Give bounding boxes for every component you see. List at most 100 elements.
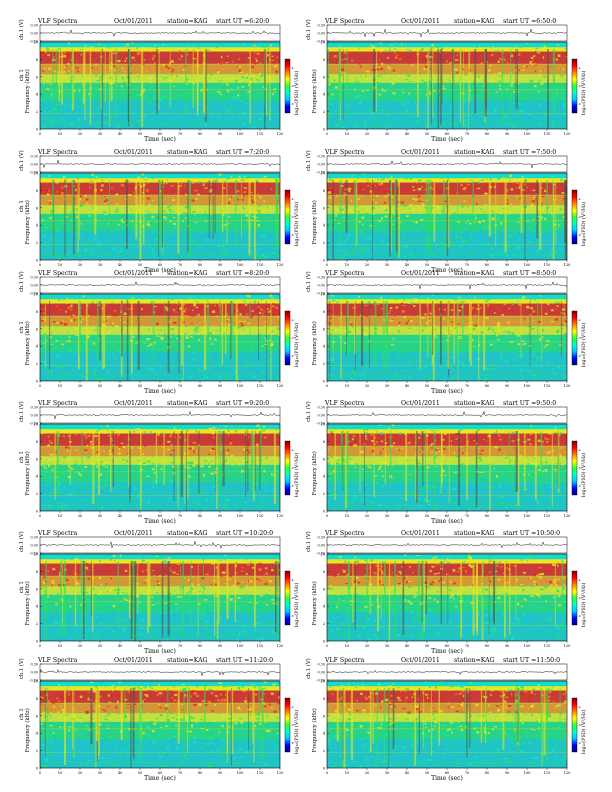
- time-tick-label: 80: [485, 263, 490, 267]
- panel-date: Oct/01/2011: [401, 270, 440, 277]
- time-axis-label: Time (sec): [144, 388, 176, 395]
- colorbar-tick-label: -4: [578, 197, 581, 201]
- colorbar-tick-label: -6: [578, 596, 581, 600]
- time-tick-label: 80: [198, 132, 203, 136]
- time-tick-label: 20: [78, 263, 83, 267]
- colorbar: [571, 189, 578, 245]
- time-tick-label: 100: [237, 514, 245, 518]
- freq-tick-label: 2: [323, 622, 325, 626]
- time-tick-label: 70: [465, 771, 470, 775]
- time-tick-label: 20: [365, 384, 370, 388]
- time-tick-label: 40: [405, 514, 410, 518]
- colorbar-tick-label: -4: [578, 578, 581, 582]
- freq-tick-label: 0: [323, 380, 326, 384]
- colorbar-tick-label: -8: [578, 484, 581, 488]
- waveform-tick-label: 0.00: [30, 671, 38, 675]
- colorbar: [571, 58, 578, 114]
- time-tick-label: 90: [218, 514, 223, 518]
- colorbar-tick-label: -4: [291, 578, 294, 582]
- colorbar-tick-label: -6: [291, 84, 294, 88]
- freq-axis-label: Frequency (kHz): [311, 321, 318, 365]
- time-tick-label: 10: [58, 132, 63, 136]
- time-axis-label: Time (sec): [431, 518, 463, 525]
- time-tick-label: 0: [39, 644, 42, 648]
- time-axis-label: Time (sec): [144, 267, 176, 274]
- waveform-tick-label: 0.30: [317, 536, 325, 540]
- freq-tick-label: 4: [323, 345, 326, 349]
- time-tick-label: 80: [485, 644, 490, 648]
- time-tick-label: 40: [118, 644, 123, 648]
- time-tick-label: 90: [218, 263, 223, 267]
- panel-title: VLF Spectra: [324, 530, 365, 537]
- freq-tick-label: 8: [36, 440, 39, 444]
- freq-tick-label: 6: [323, 327, 326, 331]
- spectrogram: [327, 424, 567, 511]
- time-tick-label: 30: [98, 384, 103, 388]
- colorbar: [284, 697, 291, 753]
- freq-tick-label: 2: [36, 622, 38, 626]
- spectrogram: [327, 554, 567, 641]
- colorbar-tick-label: -4: [291, 705, 294, 709]
- time-tick-label: 10: [345, 132, 350, 136]
- waveform-tick-label: 0.00: [317, 163, 325, 167]
- panel-title: VLF Spectra: [37, 657, 78, 664]
- waveform-tick-label: 0.30: [317, 155, 325, 159]
- time-tick-label: 20: [365, 771, 370, 775]
- colorbar-label: log₁₀(PSD) (V²/Hz): [293, 201, 300, 246]
- time-tick-label: 110: [544, 514, 552, 518]
- panel-start-time: start UT =11:20:0: [216, 657, 273, 664]
- time-tick-label: 40: [118, 263, 123, 267]
- time-tick-label: 0: [39, 132, 42, 136]
- colorbar-tick-label: -6: [578, 84, 581, 88]
- time-tick-label: 20: [365, 263, 370, 267]
- freq-tick-label: 8: [323, 189, 326, 193]
- waveform-axis-label: ch.1 (V): [18, 19, 25, 40]
- spectra-panel: VLF Spectra Oct/01/2011 station=KAG start U…: [18, 270, 300, 395]
- spectra-panel: VLF Spectra Oct/01/2011 station=KAG start U…: [18, 530, 300, 655]
- waveform-axis-label: ch.1 (V): [18, 658, 25, 679]
- waveform-frame: [326, 406, 568, 424]
- time-tick-label: 110: [544, 132, 552, 136]
- freq-tick-label: 10: [33, 680, 38, 684]
- waveform-axis-label: ch.1 (V): [305, 401, 312, 422]
- time-tick-label: 70: [465, 644, 470, 648]
- time-tick-label: 80: [198, 644, 203, 648]
- time-tick-label: 30: [98, 514, 103, 518]
- colorbar: [571, 310, 578, 366]
- freq-tick-label: 0: [36, 510, 39, 514]
- time-tick-label: 30: [385, 644, 390, 648]
- time-tick-label: 110: [257, 514, 265, 518]
- time-tick-label: 50: [138, 514, 143, 518]
- waveform-trace: [39, 669, 281, 677]
- freq-tick-label: 4: [323, 475, 326, 479]
- freq-tick-label: 6: [36, 714, 39, 718]
- time-tick-label: 100: [237, 132, 245, 136]
- time-tick-label: 100: [524, 514, 532, 518]
- panel-station: station=KAG: [454, 530, 495, 537]
- time-tick-label: 30: [385, 514, 390, 518]
- panel-station: station=KAG: [167, 400, 208, 407]
- panel-start-time: start UT =6:20:0: [216, 18, 269, 25]
- colorbar-tick-label: -6: [291, 466, 294, 470]
- panel-date: Oct/01/2011: [114, 400, 153, 407]
- time-tick-label: 0: [326, 263, 329, 267]
- time-tick-label: 80: [485, 514, 490, 518]
- time-tick-label: 100: [237, 644, 245, 648]
- freq-tick-label: 2: [323, 492, 325, 496]
- panel-title: VLF Spectra: [324, 400, 365, 407]
- waveform-tick-label: -0.30: [29, 292, 38, 296]
- spectrogram: [327, 294, 567, 381]
- waveform-trace: [326, 410, 568, 418]
- freq-tick-label: 2: [323, 241, 325, 245]
- colorbar-tick-label: -4: [291, 66, 294, 70]
- time-tick-label: 0: [326, 644, 329, 648]
- waveform-tick-label: -0.30: [316, 171, 325, 175]
- spectra-panel: VLF Spectra Oct/01/2011 station=KAG start U…: [18, 18, 300, 143]
- time-tick-label: 120: [564, 644, 572, 648]
- time-tick-label: 40: [405, 771, 410, 775]
- panel-date: Oct/01/2011: [114, 270, 153, 277]
- time-tick-label: 90: [505, 644, 510, 648]
- time-tick-label: 100: [524, 644, 532, 648]
- time-tick-label: 20: [365, 644, 370, 648]
